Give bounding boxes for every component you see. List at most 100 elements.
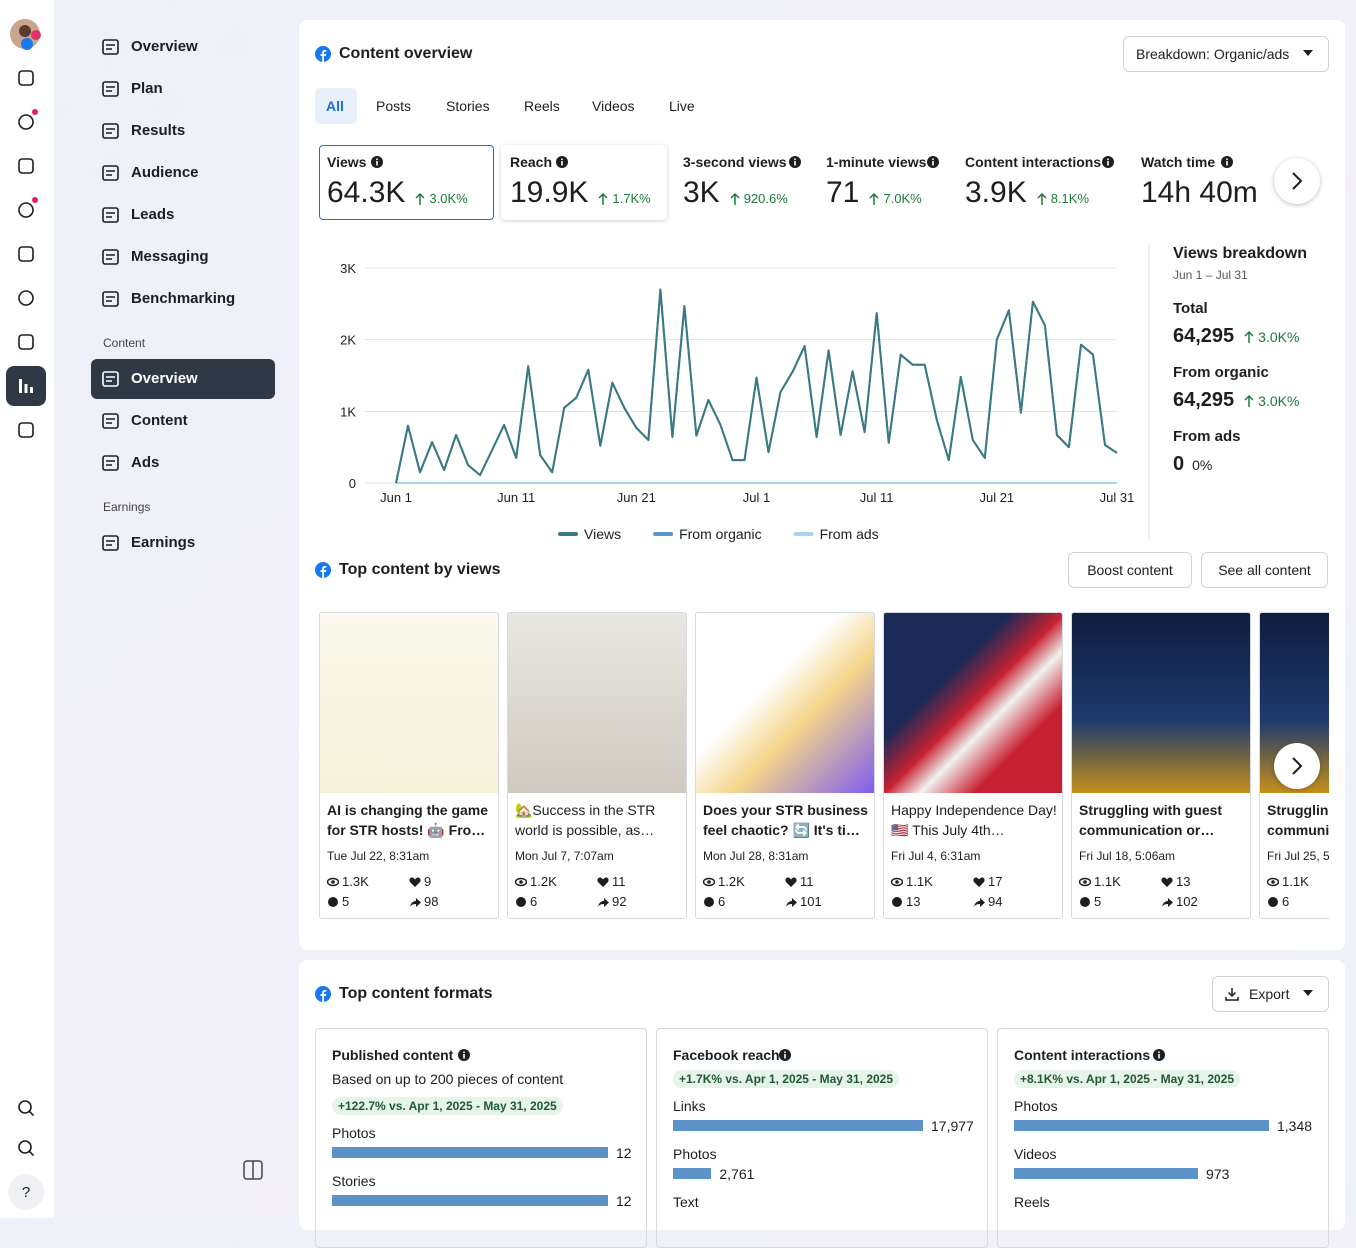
- format-bar: [673, 1168, 712, 1179]
- tab[interactable]: Posts: [376, 97, 412, 114]
- tab[interactable]: All: [326, 97, 344, 114]
- nav-item[interactable]: Overview: [131, 370, 198, 387]
- post-stat: 1.3K: [342, 874, 369, 890]
- stat-icon: [974, 898, 985, 907]
- up-arrow: [415, 192, 425, 205]
- post-stat: 6: [718, 894, 726, 910]
- tab[interactable]: Live: [669, 97, 695, 114]
- stat-icon: [1079, 877, 1091, 887]
- nav-item[interactable]: Overview: [131, 38, 198, 55]
- rail-icon: [18, 290, 34, 306]
- section-title: Content overview: [339, 45, 473, 63]
- nav-item[interactable]: Benchmarking: [131, 290, 236, 307]
- nav-icon: [102, 207, 119, 223]
- section-title: Top content by views: [339, 561, 501, 579]
- action-button[interactable]: Boost content: [1068, 552, 1192, 588]
- nav-item[interactable]: Results: [131, 122, 186, 139]
- post-thumbnail: [696, 613, 874, 793]
- post-thumbnail: [320, 613, 498, 793]
- post-title: Happy Independence Day! 🇺🇸 This July 4th…: [891, 802, 1057, 838]
- post-date: Fri Jul 18, 5:06am: [1079, 848, 1176, 863]
- stat-icon: [409, 877, 421, 887]
- nav-icon: [102, 413, 119, 429]
- info-icon: [371, 156, 383, 168]
- rail-icon: [18, 114, 34, 130]
- metric-value: 64.3K: [327, 176, 406, 209]
- stat-icon: [1267, 877, 1279, 887]
- format-title: Content interactions: [1014, 1046, 1151, 1063]
- stat-icon: [327, 877, 339, 887]
- nav-item[interactable]: Audience: [131, 164, 199, 181]
- y-tick-label: 3K: [340, 261, 356, 276]
- metric-card-selected[interactable]: [319, 145, 494, 220]
- help-button[interactable]: ?: [8, 1174, 44, 1210]
- metric-change: 7.0K%: [883, 191, 922, 207]
- views-chart: 0 1K 2K 3K Jun 1 Jun 11 Jun 21 Jul 1 Jul 11 Jul 2…: [340, 245, 1150, 542]
- info-icon: [1153, 1049, 1165, 1061]
- post-card[interactable]: 🏡Success in the STR world is possible, a…: [507, 612, 687, 919]
- format-item-label: Photos: [332, 1124, 376, 1141]
- post-stat: 5: [1094, 894, 1102, 910]
- y-tick-label: 0: [349, 476, 356, 491]
- format-bar: [1014, 1168, 1199, 1179]
- post-card[interactable]: Struggling with guest communication or… F…: [1071, 612, 1251, 919]
- x-tick-label: Jul 31: [1100, 490, 1135, 505]
- dropdown-caret: [1303, 990, 1313, 996]
- post-stat: 5: [342, 894, 350, 910]
- format-delta: +8.1K% vs. Apr 1, 2025 - May 31, 2025: [1014, 1070, 1241, 1088]
- panel-title: Views breakdown: [1173, 245, 1307, 263]
- notification-dot: [32, 197, 38, 203]
- post-thumbnail: [508, 613, 686, 793]
- export-icon: [1225, 988, 1239, 1001]
- post-date: Mon Jul 7, 7:07am: [515, 848, 614, 863]
- metric-change: 8.1K%: [1050, 191, 1090, 207]
- post-carousel: AI is changing the game for STR hosts! 🤖…: [319, 612, 1329, 919]
- nav-item[interactable]: Leads: [131, 206, 175, 223]
- format-item-value: 2,761: [719, 1165, 755, 1182]
- post-stat: 101: [800, 894, 822, 910]
- post-card[interactable]: Does your STR business feel chaotic? 🔄 I…: [695, 612, 875, 919]
- y-tick-label: 2K: [340, 333, 356, 348]
- format-delta: +1.7K% vs. Apr 1, 2025 - May 31, 2025: [673, 1070, 900, 1088]
- nav-icon: [102, 39, 119, 55]
- tab[interactable]: Videos: [592, 97, 635, 114]
- panel-label: Total: [1173, 300, 1208, 317]
- post-title: 🏡Success in the STR world is possible, a…: [515, 802, 656, 838]
- format-title: Facebook reach: [673, 1046, 780, 1063]
- tab[interactable]: Stories: [446, 97, 490, 114]
- panel-label: From ads: [1173, 428, 1241, 445]
- series-line: [395, 288, 1118, 484]
- nav-item[interactable]: Plan: [131, 80, 163, 97]
- stat-icon: [1162, 898, 1173, 907]
- metric-label: Watch time: [1141, 153, 1216, 170]
- format-delta: +122.7% vs. Apr 1, 2025 - May 31, 2025: [332, 1097, 563, 1115]
- stat-icon: [704, 897, 714, 907]
- post-stat: 94: [988, 894, 1003, 910]
- nav-item[interactable]: Ads: [131, 454, 160, 471]
- next-button[interactable]: [1274, 743, 1320, 789]
- rail-icon: [18, 70, 34, 86]
- next-button[interactable]: [1274, 158, 1320, 204]
- metric-value: 3.9K: [965, 176, 1027, 209]
- x-tick-label: Jun 1: [380, 490, 412, 505]
- rail-icon: [18, 422, 34, 438]
- post-thumbnail: [884, 613, 1062, 793]
- action-button[interactable]: See all content: [1201, 552, 1328, 588]
- tab[interactable]: Reels: [524, 97, 560, 114]
- nav-item[interactable]: Earnings: [131, 534, 196, 551]
- section-title: Top content formats: [339, 985, 493, 1003]
- stat-icon: [516, 897, 526, 907]
- panel-change: 3.0K%: [1258, 328, 1300, 345]
- post-card[interactable]: AI is changing the game for STR hosts! 🤖…: [319, 612, 499, 919]
- breakdown-dropdown[interactable]: Breakdown: Organic/ads: [1123, 36, 1329, 72]
- post-card[interactable]: Happy Independence Day! 🇺🇸 This July 4th…: [883, 612, 1063, 919]
- facebook-icon: [315, 562, 331, 578]
- format-item-value: 17,977: [931, 1117, 974, 1134]
- post-stat: 98: [424, 894, 439, 910]
- post-stat: 102: [1176, 894, 1198, 910]
- nav-item[interactable]: Content: [131, 412, 188, 429]
- dropdown-caret: [1303, 50, 1313, 56]
- nav-item[interactable]: Messaging: [131, 248, 209, 265]
- format-item-label: Links: [673, 1097, 706, 1114]
